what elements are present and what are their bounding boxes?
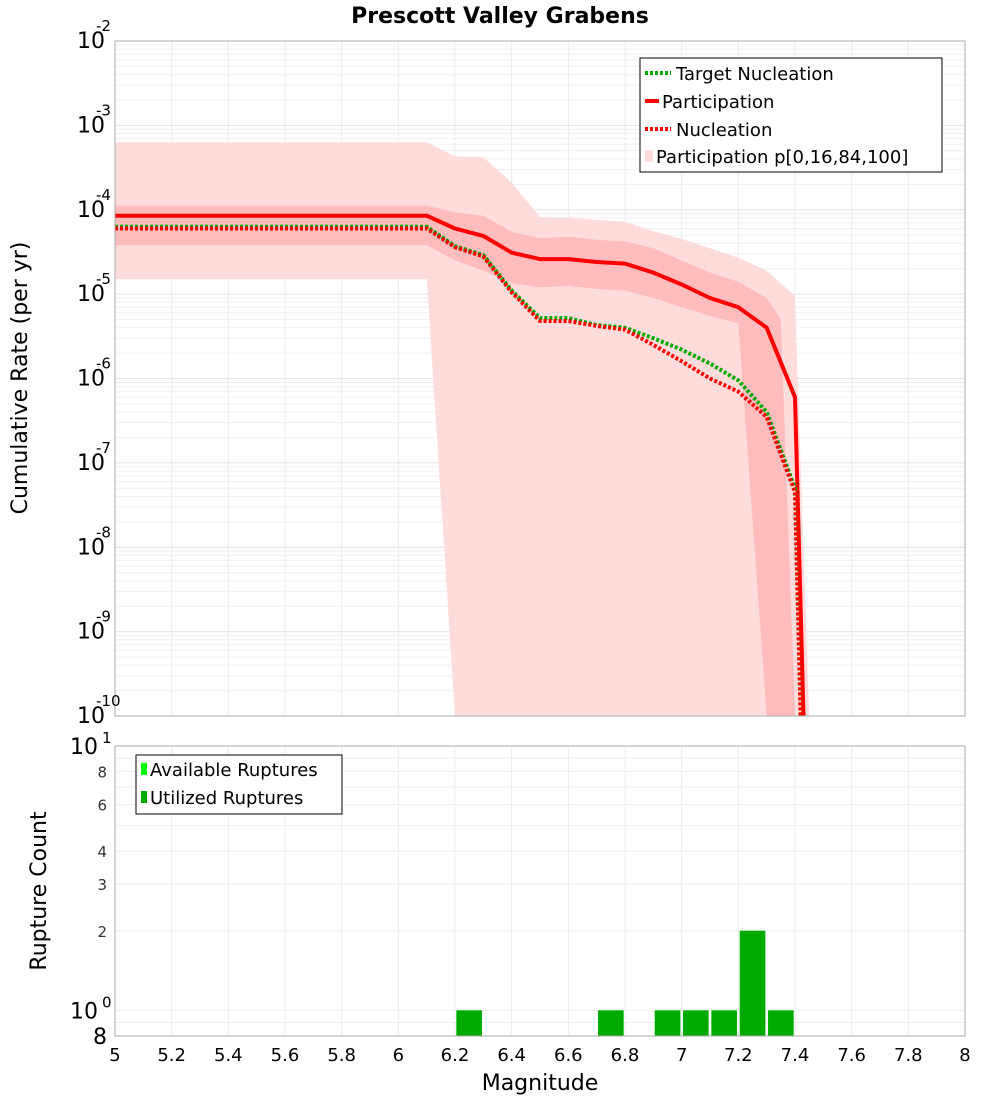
top-y-tick-base: 10 (77, 113, 105, 138)
bottom-bars (456, 930, 794, 1036)
bottom-plot-border (114, 745, 966, 1037)
chart-title: Prescott Valley Grabens (351, 4, 649, 29)
top-y-tick: 10-8 (77, 523, 111, 560)
top-plot-border (114, 40, 966, 717)
top-y-tick: 10-6 (77, 355, 111, 392)
bottom-y-tick-minor: 6 (97, 797, 107, 815)
x-tick-label: 5.4 (214, 1045, 243, 1066)
top-y-tick-base: 10 (77, 367, 105, 392)
x-tick-label: 7.4 (781, 1045, 810, 1066)
legend-swatch-participation-band (645, 150, 653, 162)
top-y-tick-base: 10 (77, 282, 105, 307)
bar-utilized-ruptures (739, 930, 766, 1036)
x-tick-label: 5.2 (157, 1045, 186, 1066)
top-y-tick-base: 10 (77, 535, 105, 560)
top-y-tick: 10-7 (77, 439, 111, 476)
series-line-nucleation (115, 226, 803, 717)
legend-label-target-nucleation: Target Nucleation (675, 64, 834, 85)
bottom-x-ticks: 5 5.2 5.4 5.6 5.8 6 6.2 6.4 6.6 6.8 7 7.2 7.4 7.6 7.8 8 (109, 1045, 970, 1066)
top-y-tick: 10-5 (77, 270, 111, 307)
x-tick-label: 5.6 (271, 1045, 300, 1066)
top-y-tick-exp: -2 (96, 17, 111, 35)
legend-label-utilized-ruptures: Utilized Ruptures (150, 788, 303, 809)
top-y-tick-base: 10 (77, 451, 105, 476)
top-y-tick-exp: -10 (96, 692, 121, 710)
bottom-y-tick-base: 10 (70, 999, 98, 1024)
x-tick-label: 7.6 (837, 1045, 866, 1066)
x-tick-label: 5 (109, 1045, 120, 1066)
top-series (115, 213, 806, 717)
top-y-tick: 10-10 (77, 692, 121, 729)
top-y-tick-exp: -7 (96, 439, 111, 457)
bottom-y-tick-minor: 2 (97, 923, 107, 941)
bottom-y-tick-minor: 3 (97, 876, 107, 894)
bottom-legend: Available Ruptures Utilized Ruptures (135, 754, 343, 815)
bar-utilized-ruptures (654, 1010, 681, 1036)
bottom-y-tick-exp: 0 (102, 993, 112, 1011)
top-y-tick-base: 10 (77, 620, 105, 645)
top-y-tick-exp: -4 (96, 186, 111, 204)
bottom-grid (114, 746, 966, 1037)
top-y-axis-label: Cumulative Rate (per yr) (8, 242, 33, 515)
bar-utilized-ruptures (456, 1010, 482, 1036)
bar-utilized-ruptures (711, 1010, 737, 1036)
x-tick-label: 8 (959, 1045, 970, 1066)
x-tick-label: 6 (393, 1045, 404, 1066)
bottom-y-tick-minor: 4 (97, 843, 107, 861)
top-y-tick-exp: -6 (96, 355, 111, 373)
bottom-y-tick-major: 10 1 (70, 729, 112, 760)
x-tick-label: 6.6 (554, 1045, 583, 1066)
bottom-y-tick-exp: 1 (102, 729, 112, 747)
top-y-tick-base: 10 (77, 704, 105, 729)
x-tick-label: 6.8 (611, 1045, 640, 1066)
top-y-tick-exp: -9 (96, 608, 111, 626)
series-line-participation (115, 213, 806, 717)
legend-swatch-utilized-ruptures (141, 791, 147, 803)
top-y-tick: 10-3 (77, 101, 111, 138)
bar-utilized-ruptures (598, 1010, 624, 1036)
bottom-y-tick-minor: 8 (97, 764, 107, 782)
top-y-tick-exp: -8 (96, 523, 111, 541)
legend-label-available-ruptures: Available Ruptures (150, 760, 318, 781)
top-y-tick-exp: -5 (96, 270, 111, 288)
x-tick-label: 5.8 (327, 1045, 356, 1066)
x-tick-label: 7 (676, 1045, 687, 1066)
bottom-legend-box (135, 754, 343, 815)
top-y-tick-base: 10 (77, 198, 105, 223)
legend-label-nucleation: Nucleation (676, 120, 772, 141)
top-y-tick: 10-4 (77, 186, 111, 223)
top-bands (115, 142, 810, 717)
bottom-y-axis-label: Rupture Count (27, 811, 52, 971)
x-tick-label: 6.4 (497, 1045, 526, 1066)
top-y-tick: 10-2 (77, 17, 111, 54)
x-tick-label: 7.2 (724, 1045, 753, 1066)
x-axis-label: Magnitude (482, 1071, 599, 1096)
legend-label-participation: Participation (662, 92, 774, 113)
bottom-y-tick-base: 10 (70, 735, 98, 760)
bottom-y-tick-major: 10 0 (70, 993, 112, 1024)
legend-label-participation-band: Participation p[0,16,84,100] (656, 147, 908, 168)
top-y-tick: 10-9 (77, 608, 111, 645)
bar-utilized-ruptures (768, 1010, 794, 1036)
top-legend: Target Nucleation Participation Nucleati… (639, 57, 943, 173)
top-legend-box (639, 57, 943, 173)
x-tick-label: 6.2 (441, 1045, 470, 1066)
x-tick-label: 7.8 (894, 1045, 923, 1066)
top-y-tick-base: 10 (77, 29, 105, 54)
legend-swatch-available-ruptures (141, 763, 147, 775)
top-y-tick-exp: -3 (96, 101, 111, 119)
bar-utilized-ruptures (683, 1010, 709, 1036)
bottom-y-tick-minor: 8 (93, 1025, 107, 1050)
